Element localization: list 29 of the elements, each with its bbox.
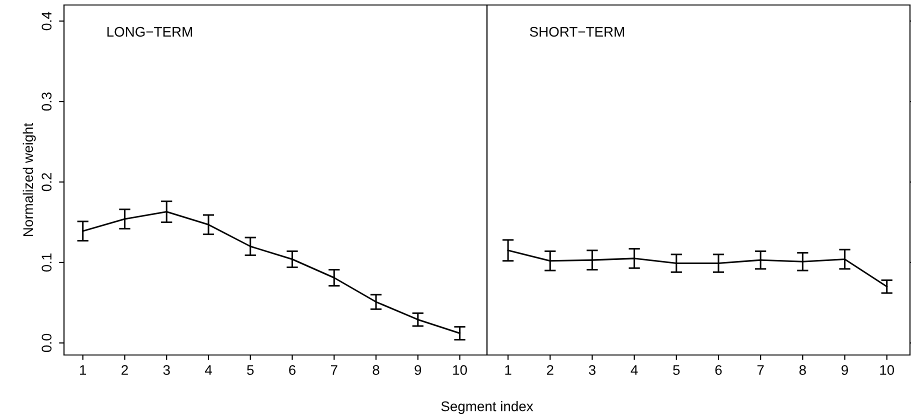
x-tick-label: 1 — [80, 365, 86, 375]
x-tick-label: 3 — [163, 365, 170, 375]
x-tick-label: 4 — [630, 365, 638, 375]
x-tick-label: 6 — [289, 365, 296, 375]
y-tick-label: 0.0 — [42, 334, 52, 352]
x-tick-label: 2 — [122, 365, 128, 375]
x-tick-label: 1 — [505, 365, 512, 375]
y-tick-label: 0.4 — [42, 12, 52, 30]
y-tick-label: 0.3 — [42, 92, 52, 111]
x-axis-title: Segment index — [441, 401, 534, 414]
y-axis-title: Normalized weight — [22, 122, 36, 236]
x-tick-label: 3 — [588, 365, 596, 375]
x-tick-label: 9 — [842, 365, 848, 375]
x-tick-label: 10 — [880, 365, 894, 375]
x-tick-label: 5 — [673, 365, 680, 375]
x-tick-label: 10 — [453, 365, 467, 375]
x-tick-label: 2 — [546, 365, 554, 375]
x-tick-label: 9 — [414, 365, 422, 375]
text: LONG−TERM — [107, 26, 192, 37]
x-tick-label: 4 — [204, 365, 212, 375]
x-tick-label: 6 — [715, 365, 722, 375]
y-tick-label: 0.1 — [42, 253, 52, 272]
x-tick-label: 7 — [330, 365, 338, 375]
x-tick-label: 5 — [247, 365, 254, 375]
x-tick-label: 8 — [799, 365, 806, 375]
y-tick-label: 0.2 — [42, 173, 52, 192]
text: SHORT−TERM — [530, 26, 624, 37]
x-tick-label: 7 — [757, 365, 764, 375]
x-tick-label: 8 — [372, 365, 380, 375]
